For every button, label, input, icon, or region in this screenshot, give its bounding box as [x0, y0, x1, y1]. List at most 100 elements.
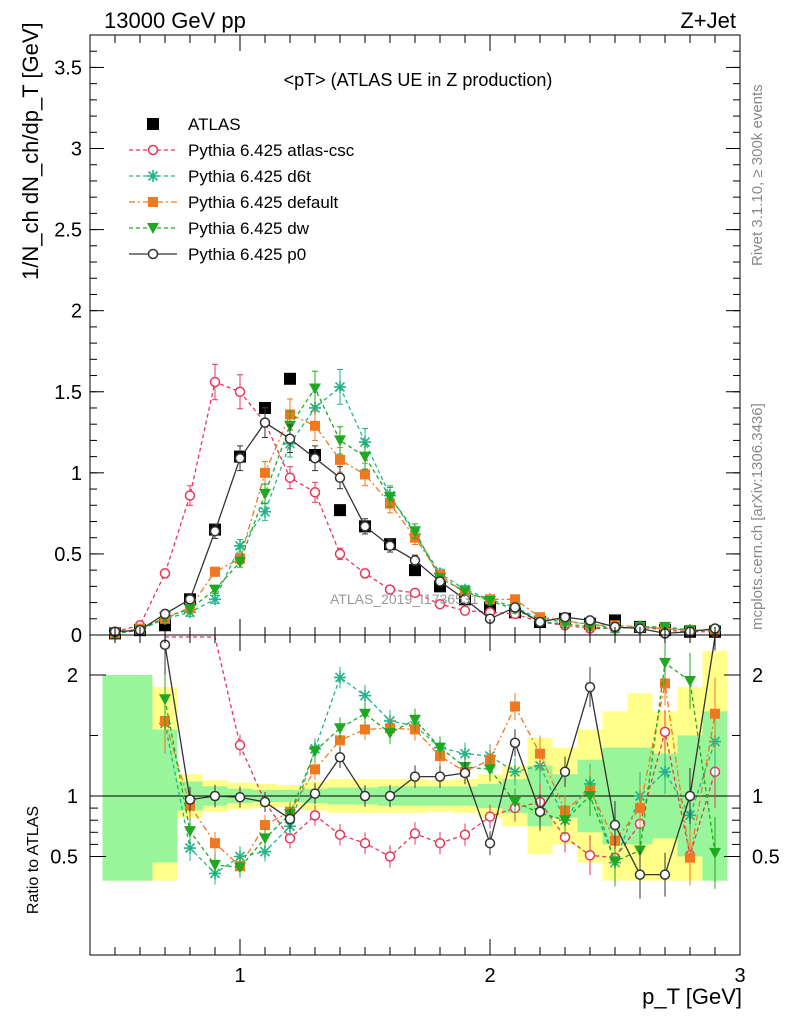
- series-1-point: [309, 487, 321, 498]
- ratio-series-2-point: [210, 838, 220, 849]
- series-3-point: [360, 469, 370, 480]
- series-4-point: [484, 595, 496, 607]
- watermark: ATLAS_2019_I1736531: [330, 591, 479, 607]
- series-4-point: [459, 586, 471, 598]
- main-ytick-label: 1: [71, 463, 82, 485]
- series-1-point: [159, 568, 171, 579]
- ratio-series-4-point: [534, 806, 546, 817]
- mcplots-ref: mcplots.cern.ch [arXiv:1306.3436]: [749, 403, 766, 630]
- series-2-point: [259, 505, 271, 518]
- series-4-point: [234, 557, 246, 569]
- series-4-point: [334, 435, 346, 447]
- series-5-point: [384, 540, 396, 552]
- series-5-point: [359, 521, 371, 532]
- series-4-point: [184, 604, 196, 616]
- legend-marker: [147, 118, 159, 130]
- series-1-point: [409, 587, 421, 599]
- ratio-xtick-label: 2: [484, 965, 495, 987]
- ratio-series-3-line: [164, 661, 716, 869]
- chart-title: <pT> (ATLAS UE in Z production): [284, 70, 553, 90]
- series-2-point: [309, 401, 321, 414]
- ratio-panel: 0.5 0.5 1 1 2 2 1 2 3 Ratio to ATLAS p_T [GeV]: [25, 634, 780, 1009]
- legend-marker: [148, 197, 158, 207]
- series-1-point: [359, 568, 371, 579]
- ratio-series-3-point: [434, 742, 446, 754]
- ratio-series-3-point: [659, 657, 671, 669]
- ratio-series-4-point: [334, 752, 346, 763]
- ratio-series-4-point: [384, 790, 396, 802]
- series-5-point: [184, 594, 196, 605]
- main-ytick-label: 2: [71, 301, 82, 323]
- series-5-point: [409, 555, 421, 566]
- ratio-series-1-point: [659, 765, 671, 778]
- ratio-series-3-point: [184, 826, 196, 838]
- main-ytick-label: 0.5: [54, 544, 82, 566]
- ratio-series-4-point: [259, 796, 271, 808]
- ratio-series-4-point: [184, 794, 196, 805]
- ratio-series-4-point: [284, 813, 296, 825]
- series-3-point: [260, 467, 270, 478]
- series-1-point: [334, 548, 346, 560]
- ratio-ytick-label-right: 2: [752, 665, 763, 687]
- series-5-point: [584, 615, 596, 626]
- ratio-series-layer: [159, 636, 721, 899]
- ratio-series-4-point: [509, 737, 521, 749]
- main-ytick-label: 0: [71, 625, 82, 647]
- series-5-point: [559, 611, 571, 623]
- ratio-series-4-point: [609, 819, 621, 831]
- ratio-ytick-label-right: 1: [752, 786, 763, 808]
- ratio-ytick-label: 2: [67, 665, 78, 687]
- ratio-series-0-point: [459, 829, 471, 840]
- legend-entry-label: Pythia 6.425 default: [188, 193, 339, 212]
- ratio-series-4-point: [659, 869, 671, 880]
- ratio-series-2-point: [685, 852, 695, 863]
- ratio-series-2-point: [310, 764, 320, 775]
- ratio-series-0-point: [384, 851, 396, 862]
- series-0-point: [284, 372, 296, 385]
- ratio-series-1-point: [459, 747, 471, 760]
- header-right: Z+Jet: [680, 8, 736, 33]
- ratio-series-4-point: [634, 869, 646, 880]
- main-y-axis: 0 0.5 1 1.5 2 2.5 3 3.5: [54, 50, 740, 647]
- ratio-series-4-point: [309, 788, 321, 799]
- legend-marker: [147, 170, 159, 182]
- series-5-point: [209, 525, 221, 537]
- series-1-point: [209, 376, 221, 388]
- ratio-series-4-point: [684, 790, 696, 802]
- ratio-series-3-point: [234, 862, 246, 874]
- series-4-point: [384, 492, 396, 504]
- ratio-series-3-point: [309, 746, 321, 758]
- series-1-point: [459, 605, 471, 616]
- main-ytick-label: 3.5: [54, 57, 82, 79]
- ratio-series-2-point: [635, 803, 645, 814]
- ratio-series-3-point: [484, 764, 496, 776]
- ratio-series-1-point: [259, 845, 271, 858]
- series-4-point: [209, 584, 221, 596]
- band-green: [127, 675, 153, 881]
- ratio-series-0-point: [584, 850, 596, 861]
- ratio-series-3-point: [509, 797, 521, 809]
- series-2-point: [334, 380, 346, 393]
- ratio-ytick-label: 0.5: [50, 847, 78, 869]
- legend-entry-label: Pythia 6.425 dw: [188, 219, 310, 238]
- series-2-point: [359, 436, 371, 449]
- ratio-series-1-point: [359, 689, 371, 702]
- series-1-point: [284, 472, 296, 483]
- ratio-series-4-point: [359, 790, 371, 802]
- ratio-x-axis: 1 2 3: [114, 635, 746, 987]
- ratio-series-2-point: [510, 701, 520, 712]
- main-x-ticks: [114, 35, 741, 635]
- series-4-point: [309, 383, 321, 395]
- ratio-series-3-point: [409, 714, 421, 726]
- series-5-point: [334, 472, 346, 483]
- ratio-series-3-point: [209, 859, 221, 871]
- ratio-xtick-label: 1: [234, 965, 245, 987]
- ratio-series-3-point: [709, 847, 721, 859]
- series-4-point: [359, 451, 371, 463]
- ratio-series-3-point: [334, 723, 346, 735]
- ratio-series-3-point: [384, 728, 396, 740]
- ratio-series-4-point: [234, 791, 246, 803]
- main-panel: 0 0.5 1 1.5 2 2.5 3 3.5 <pT> (ATLAS UE in Z pro…: [18, 22, 741, 647]
- ratio-series-2-point: [535, 748, 545, 759]
- ratio-series-1-point: [509, 765, 521, 778]
